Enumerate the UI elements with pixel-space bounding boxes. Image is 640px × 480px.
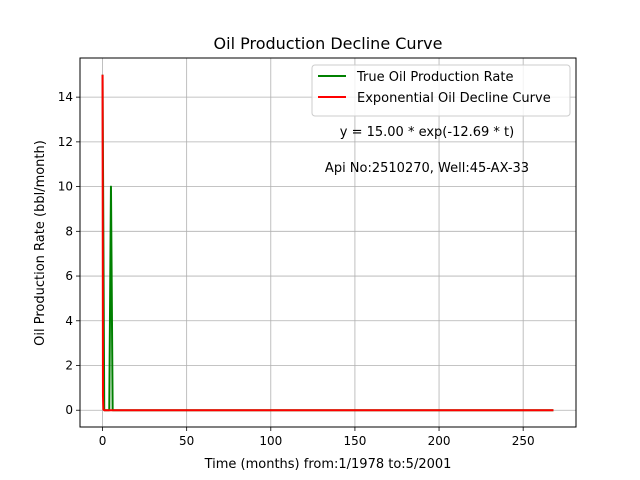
- x-tick-label: 150: [343, 434, 366, 448]
- axis-ticks: 0 50 100 150 200 250 0 2 4 6 8 10 12 14: [58, 90, 535, 448]
- legend: True Oil Production Rate Exponential Oil…: [311, 64, 571, 117]
- x-tick-label: 0: [99, 434, 107, 448]
- plot-frame: [79, 57, 577, 428]
- x-axis-label: Time (months) from:1/1978 to:5/2001: [204, 457, 452, 472]
- x-tick-label: 200: [428, 434, 451, 448]
- y-tick-label: 4: [65, 314, 73, 328]
- x-tick-label: 250: [512, 434, 535, 448]
- equation-annotation: y = 15.00 * exp(-12.69 * t): [340, 125, 514, 140]
- legend-label-decline-curve: Exponential Oil Decline Curve: [357, 91, 551, 106]
- series-lines: [101, 74, 554, 412]
- y-tick-label: 10: [58, 180, 73, 194]
- legend-label-true-rate: True Oil Production Rate: [356, 70, 513, 85]
- y-tick-label: 12: [58, 135, 73, 149]
- x-tick-label: 100: [259, 434, 282, 448]
- well-annotation: Api No:2510270, Well:45-AX-33: [325, 161, 529, 176]
- y-axis-label: Oil Production Rate (bbl/month): [33, 140, 48, 346]
- exponential-decline-curve-line: [101, 74, 554, 412]
- chart-title: Oil Production Decline Curve: [214, 34, 443, 53]
- y-tick-label: 8: [65, 224, 73, 238]
- y-tick-label: 14: [58, 90, 73, 104]
- y-tick-label: 0: [65, 403, 73, 417]
- x-tick-label: 50: [179, 434, 194, 448]
- legend-box: [311, 64, 571, 117]
- y-tick-label: 2: [65, 359, 73, 373]
- y-tick-label: 6: [65, 269, 73, 283]
